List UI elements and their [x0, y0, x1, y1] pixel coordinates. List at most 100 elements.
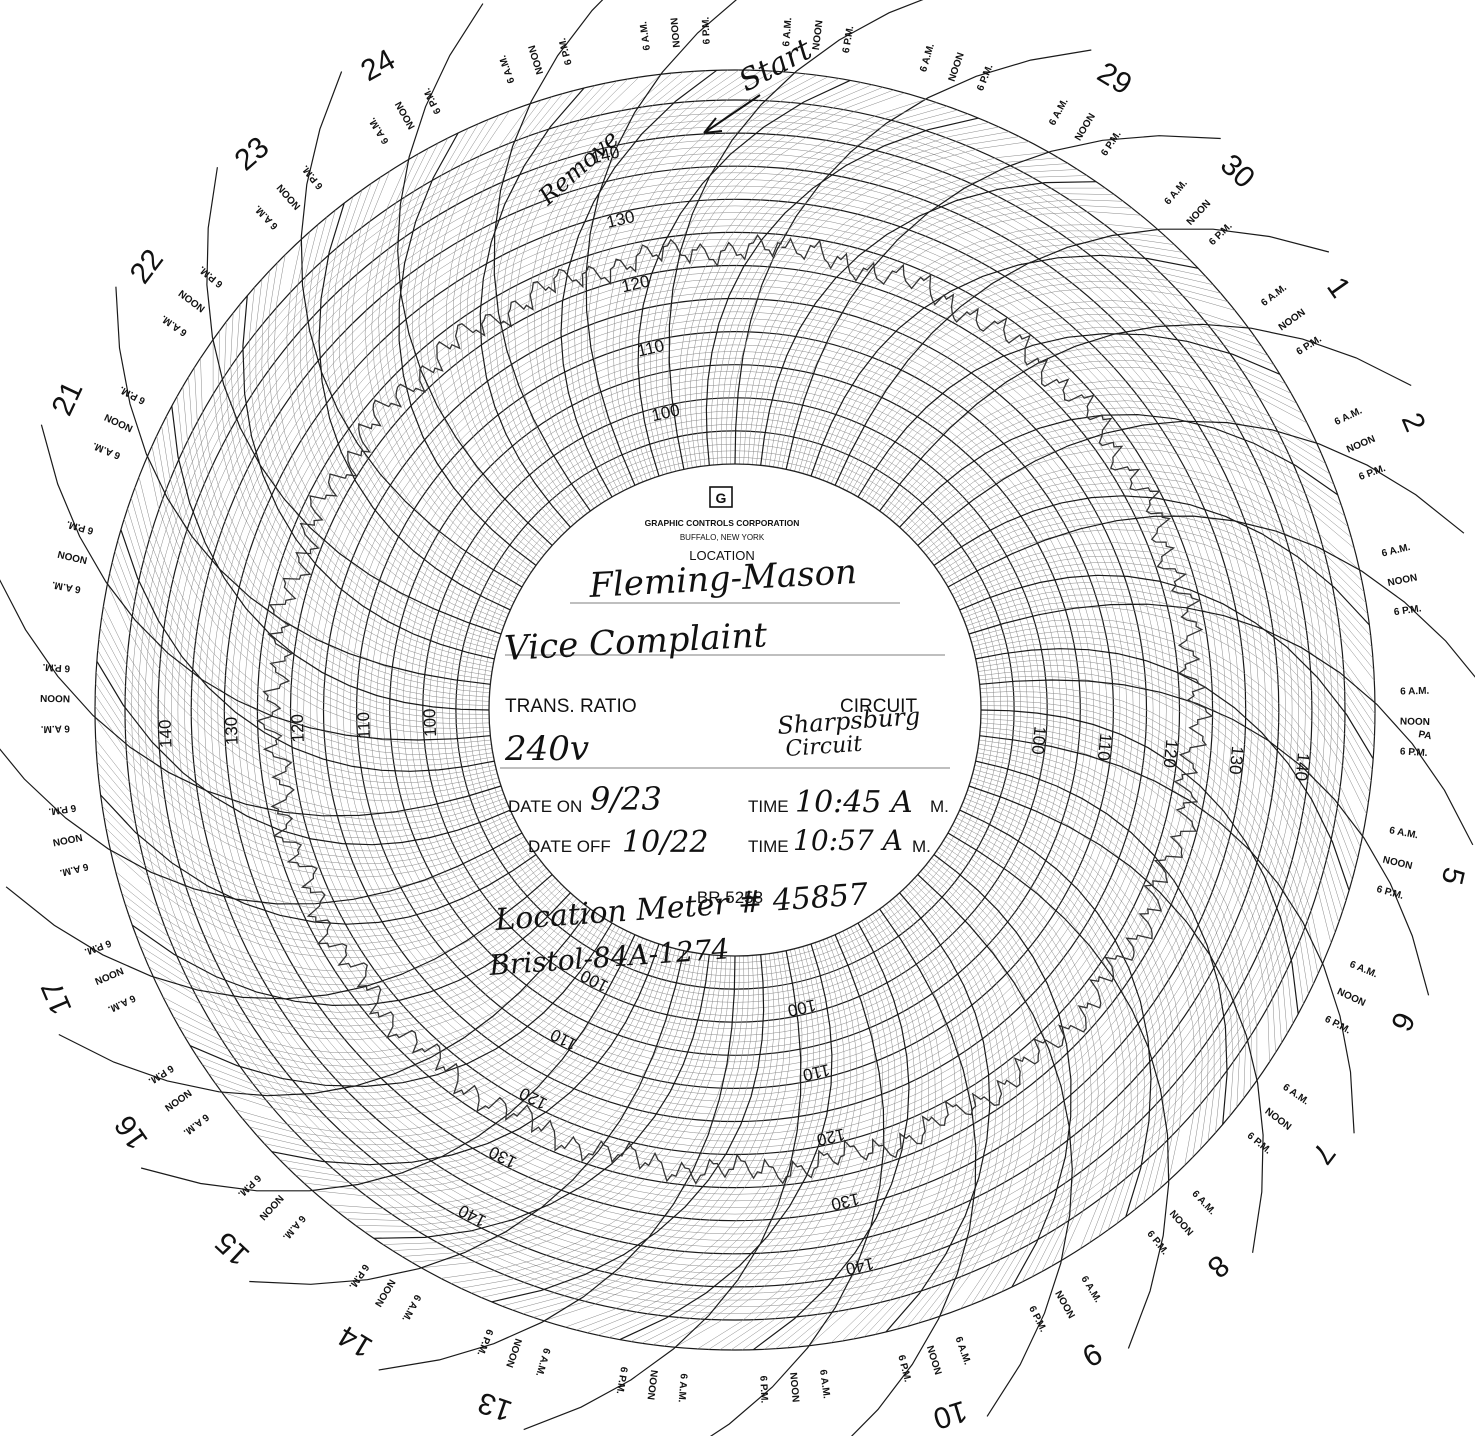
hour-line — [173, 916, 602, 1067]
hour-line — [980, 731, 1270, 1062]
hour-line — [325, 196, 513, 607]
hour-line — [980, 696, 1314, 985]
hour-line — [826, 281, 1228, 482]
minor-ring — [402, 377, 1068, 1043]
hour-line — [208, 929, 624, 1107]
hour-line — [98, 638, 507, 833]
hour-line — [700, 113, 969, 466]
day-line — [378, 955, 736, 1371]
hour-line — [950, 829, 1119, 1249]
hour-line — [964, 797, 1171, 1196]
hour-line — [952, 549, 1376, 715]
hour-line — [101, 616, 504, 820]
minor-ring — [382, 357, 1088, 1063]
minor-ring — [435, 410, 1035, 1010]
hour-line — [189, 922, 613, 1088]
hour-line — [576, 948, 808, 1331]
minor-ring — [171, 146, 1299, 1274]
hour-line — [971, 777, 1203, 1158]
hour-line — [933, 495, 1370, 626]
hour-line — [318, 203, 511, 611]
minor-ring — [164, 139, 1306, 1281]
hour-line — [346, 952, 697, 1221]
day-line — [850, 908, 977, 1436]
hour-line — [392, 955, 719, 1251]
hour-line — [147, 456, 490, 734]
hour-line — [473, 90, 574, 531]
minor-ring — [250, 225, 1220, 1195]
hour-line — [964, 594, 1370, 793]
minor-ring — [442, 417, 1028, 1003]
hour-line — [286, 239, 503, 631]
hour-line — [943, 522, 1374, 670]
hour-line — [153, 906, 588, 1040]
hour-line — [979, 675, 1332, 944]
minor-ring — [376, 351, 1094, 1069]
hour-line — [619, 943, 833, 1341]
hour-line — [902, 421, 1342, 531]
minor-ring — [363, 338, 1107, 1082]
hour-line — [963, 801, 1164, 1203]
hour-line — [619, 75, 818, 481]
day-number: 5 — [1435, 864, 1471, 888]
hour-line — [886, 386, 1322, 517]
hour-line — [121, 883, 562, 986]
hour-line — [808, 911, 943, 1346]
hour-line — [299, 224, 506, 623]
hour-line — [973, 769, 1215, 1142]
day-line — [115, 286, 491, 685]
hour-line — [963, 587, 1372, 782]
hour-line — [914, 448, 1355, 549]
hour-line — [931, 857, 1065, 1292]
hour-line — [854, 326, 1274, 495]
hour-line — [806, 248, 1191, 475]
hour-line — [911, 441, 1352, 540]
hour-line — [874, 895, 984, 1335]
hour-line — [908, 883, 1011, 1324]
minor-ring — [296, 271, 1174, 1149]
minor-ring — [396, 371, 1074, 1049]
hour-line — [593, 70, 773, 488]
major-ring — [455, 430, 1015, 990]
hour-line — [218, 330, 492, 677]
period-label: 6 P.M. — [42, 661, 70, 674]
hour-line — [637, 79, 851, 477]
hour-line — [980, 714, 1294, 1024]
hour-line — [899, 413, 1339, 528]
hour-line — [466, 93, 565, 534]
hour-line — [730, 141, 1030, 465]
hour-line — [171, 405, 490, 711]
hour-line — [271, 943, 660, 1166]
hour-line — [385, 142, 532, 573]
hour-line — [971, 624, 1361, 848]
hour-line — [176, 396, 490, 706]
hour-line — [777, 205, 1133, 468]
hour-line — [214, 930, 628, 1114]
hour-line — [872, 360, 1303, 507]
hour-line — [105, 828, 544, 945]
hour-line — [705, 117, 979, 466]
period-label: 6 A.M. — [51, 579, 82, 595]
scale-label: 140 — [1291, 752, 1313, 782]
period-label: 6 A.M. — [1400, 686, 1430, 698]
major-ring — [356, 331, 1114, 1089]
hour-line — [565, 949, 803, 1328]
hour-line — [797, 913, 936, 1348]
hour-line — [931, 488, 1368, 615]
hour-line — [959, 574, 1374, 760]
minor-ring — [137, 112, 1333, 1308]
hour-line — [857, 332, 1281, 498]
hour-line — [978, 743, 1252, 1090]
hour-line — [120, 529, 495, 772]
hour-line — [752, 922, 910, 1351]
hour-line — [889, 393, 1326, 519]
hour-line — [306, 217, 507, 619]
hour-line — [721, 131, 1010, 465]
hour-line — [973, 637, 1356, 869]
day-line — [0, 579, 502, 817]
hour-line — [730, 927, 896, 1351]
hour-line — [96, 660, 511, 846]
minor-ring — [151, 126, 1319, 1294]
hour-line — [405, 128, 539, 563]
hour-line — [337, 952, 693, 1215]
